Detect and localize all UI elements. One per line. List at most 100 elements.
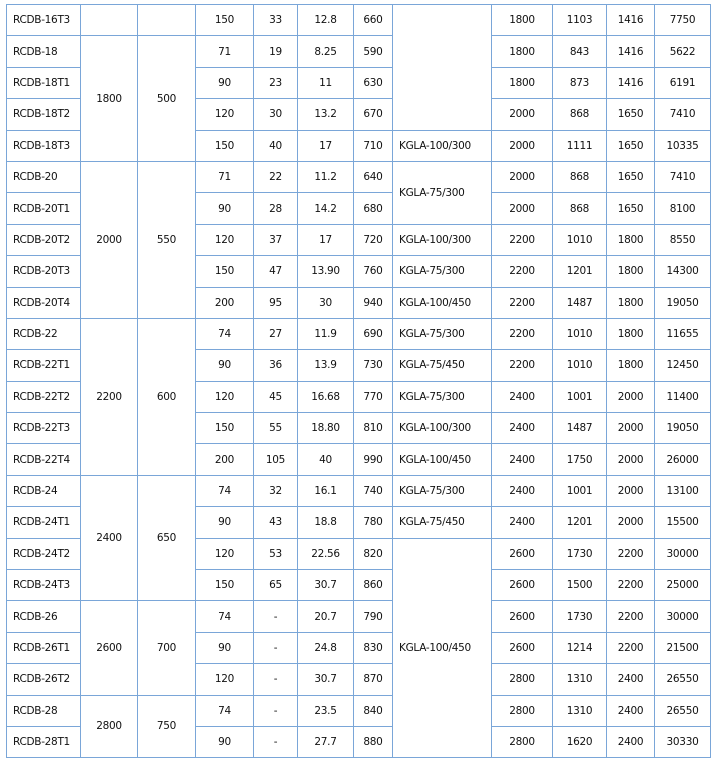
value-cell: 1416 (606, 66, 655, 100)
kgla-model-cell: KGLA-100/300 (392, 223, 492, 257)
value-cell: 13.90 (297, 255, 354, 288)
value-cell: 2600 (491, 631, 553, 665)
value-cell: 105 (253, 443, 298, 476)
value-cell: 640 (353, 160, 393, 194)
value-cell: 200 (195, 443, 254, 476)
value-cell: 1201 (552, 506, 607, 539)
value-cell: 2200 (491, 286, 553, 319)
value-cell: 2400 (491, 506, 553, 539)
value-cell: 2800 (491, 725, 553, 759)
value-cell: 1800 (606, 349, 655, 382)
value-cell: 33 (253, 3, 298, 37)
value-cell: 740 (353, 474, 393, 508)
value-cell: 2200 (606, 569, 655, 602)
value-cell: 16.1 (297, 474, 354, 508)
value-cell: 30330 (654, 725, 711, 759)
value-cell: 2400 (606, 663, 655, 696)
table-row: RCDB-20 2000 550 71 22 11.2 640 KGLA-75/300 2000… (6, 160, 711, 319)
table-body: RCDB-16T3 150 33 12.8 660 1800 1103 1416 7750 RCD… (6, 3, 711, 759)
value-cell: 2600 (491, 569, 553, 602)
value-cell: 1487 (552, 286, 607, 319)
value-cell: 760 (353, 255, 393, 288)
table-row: RCDB-24 2400 650 74 32 16.1 740 KGLA-75/300 2400… (6, 474, 711, 602)
value-cell: - (253, 725, 298, 759)
value-cell: 868 (552, 192, 607, 225)
model-cell: RCDB-22T4 (6, 443, 81, 476)
value-cell: 2400 (491, 412, 553, 445)
value-cell: 28 (253, 192, 298, 225)
value-cell: 1650 (606, 129, 655, 162)
value-cell: 940 (353, 286, 393, 319)
value-cell: 660 (353, 3, 393, 37)
value-cell: 11.2 (297, 160, 354, 194)
value-cell: 2000 (491, 98, 553, 131)
value-cell: 2200 (606, 600, 655, 633)
model-cell: RCDB-20 (6, 160, 81, 194)
value-cell: 22 (253, 160, 298, 194)
table-row: RCDB-18T3 150 40 17 710 KGLA-100/300 2000 1111 1… (6, 129, 711, 162)
value-cell: 843 (552, 35, 607, 68)
value-cell: 90 (195, 66, 254, 100)
value-cell: 770 (353, 380, 393, 414)
group-value-b-cell: 500 (137, 35, 196, 162)
value-cell: 16.68 (297, 380, 354, 414)
group-value-b-cell: 650 (137, 474, 196, 602)
value-cell: 1650 (606, 192, 655, 225)
value-cell: 2200 (491, 255, 553, 288)
value-cell: 1800 (606, 317, 655, 351)
value-cell: 40 (297, 443, 354, 476)
model-cell: RCDB-26T1 (6, 631, 81, 665)
table-row: RCDB-28 2800 750 74-23.5 840 2800 1310 2400 2655… (6, 694, 711, 759)
model-cell: RCDB-20T1 (6, 192, 81, 225)
value-cell: 12.8 (297, 3, 354, 37)
value-cell: 790 (353, 600, 393, 633)
value-cell: 30.7 (297, 569, 354, 602)
value-cell: 2000 (606, 443, 655, 476)
value-cell: 65 (253, 569, 298, 602)
table-row: RCDB-20T2 120 37 17 720 KGLA-100/300 2200 1010 1… (6, 223, 711, 257)
value-cell: 150 (195, 129, 254, 162)
group-value-a-cell: 2800 (80, 694, 138, 759)
value-cell: 32 (253, 474, 298, 508)
group-value-b-cell: 750 (137, 694, 196, 759)
table-row: RCDB-22T2 120 45 16.68 770 KGLA-75/300 2400 100… (6, 380, 711, 414)
value-cell: 2000 (606, 474, 655, 508)
model-cell: RCDB-20T3 (6, 255, 81, 288)
value-cell: 868 (552, 160, 607, 194)
model-cell: RCDB-26T2 (6, 663, 81, 696)
value-cell: 150 (195, 3, 254, 37)
model-cell: RCDB-18T1 (6, 66, 81, 100)
value-cell: 74 (195, 694, 254, 727)
value-cell: 13.9 (297, 349, 354, 382)
model-cell: RCDB-22 (6, 317, 81, 351)
value-cell: 19 (253, 35, 298, 68)
table-row: RCDB-26 2600 700 74-20.7 790 2600 1730 2200 3000… (6, 600, 711, 696)
value-cell: 13100 (654, 474, 711, 508)
value-cell: 1103 (552, 3, 607, 37)
value-cell: 13.2 (297, 98, 354, 131)
group-value-a-cell: 2600 (80, 600, 138, 696)
value-cell: 71 (195, 160, 254, 194)
value-cell: 20.7 (297, 600, 354, 633)
value-cell: 7750 (654, 3, 711, 37)
model-cell: RCDB-24T3 (6, 569, 81, 602)
value-cell: 860 (353, 569, 393, 602)
value-cell: 1800 (606, 286, 655, 319)
table-row: RCDB-18T1 90 23 11 630 1800 873 1416 6191 (6, 66, 711, 100)
value-cell: 120 (195, 223, 254, 257)
value-cell: 11400 (654, 380, 711, 414)
value-cell: 22.56 (297, 537, 354, 571)
kgla-model-cell: KGLA-75/300 (392, 255, 492, 288)
value-cell: 1650 (606, 98, 655, 131)
value-cell: 120 (195, 537, 254, 571)
table-row: RCDB-26T2 120-30.7 870 2800 1310 2400 26550 (6, 663, 711, 696)
kgla-model-cell (392, 4, 492, 131)
table-row: RCDB-20T4 200 95 30 940 KGLA-100/450 2200 1487 1… (6, 286, 711, 319)
value-cell: 23.5 (297, 694, 354, 727)
value-cell: - (253, 600, 298, 633)
value-cell: 680 (353, 192, 393, 225)
value-cell: 840 (353, 694, 393, 727)
value-cell: 1416 (606, 35, 655, 68)
value-cell: 2800 (491, 694, 553, 727)
group-value-b-cell (137, 3, 196, 37)
